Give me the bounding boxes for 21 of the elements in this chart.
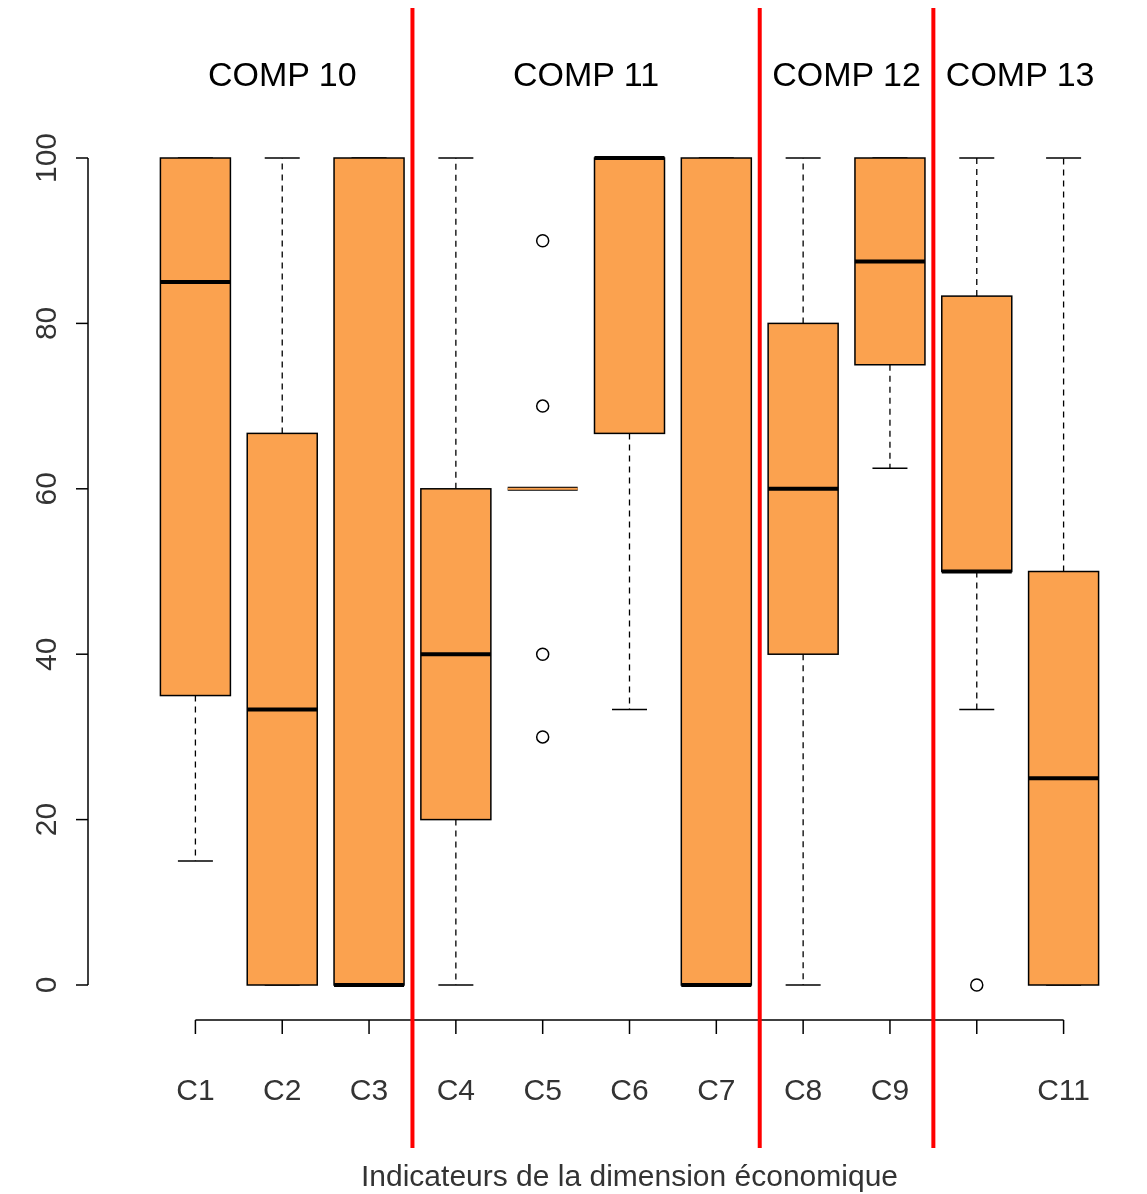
x-tick-label: C4 bbox=[436, 1073, 476, 1106]
x-tick-label: C5 bbox=[523, 1073, 562, 1106]
y-tick-label: 0 bbox=[29, 976, 62, 994]
x-tick-label: C2 bbox=[263, 1073, 302, 1106]
y-tick-label: 80 bbox=[29, 306, 62, 341]
x-axis-title: Indicateurs de la dimension économique bbox=[361, 1159, 898, 1192]
text: COMP 11 bbox=[513, 55, 660, 93]
text: COMP 10 bbox=[207, 55, 357, 93]
y-tick-label: 40 bbox=[29, 637, 62, 671]
x-tick-label: C9 bbox=[870, 1073, 910, 1106]
x-tick-label: C7 bbox=[697, 1073, 736, 1106]
x-tick-label: C1 bbox=[176, 1073, 215, 1106]
y-tick-label: 60 bbox=[29, 472, 62, 506]
text: COMP 12 bbox=[772, 55, 921, 93]
x-tick-label: C11 bbox=[1037, 1073, 1090, 1106]
x-tick-label: C3 bbox=[349, 1073, 389, 1106]
x-tick-label: C6 bbox=[610, 1073, 649, 1106]
text: COMP 13 bbox=[945, 55, 1095, 93]
x-tick-label: C8 bbox=[783, 1073, 823, 1106]
y-tick-label: 100 bbox=[29, 132, 62, 184]
y-tick-label: 20 bbox=[29, 802, 62, 837]
